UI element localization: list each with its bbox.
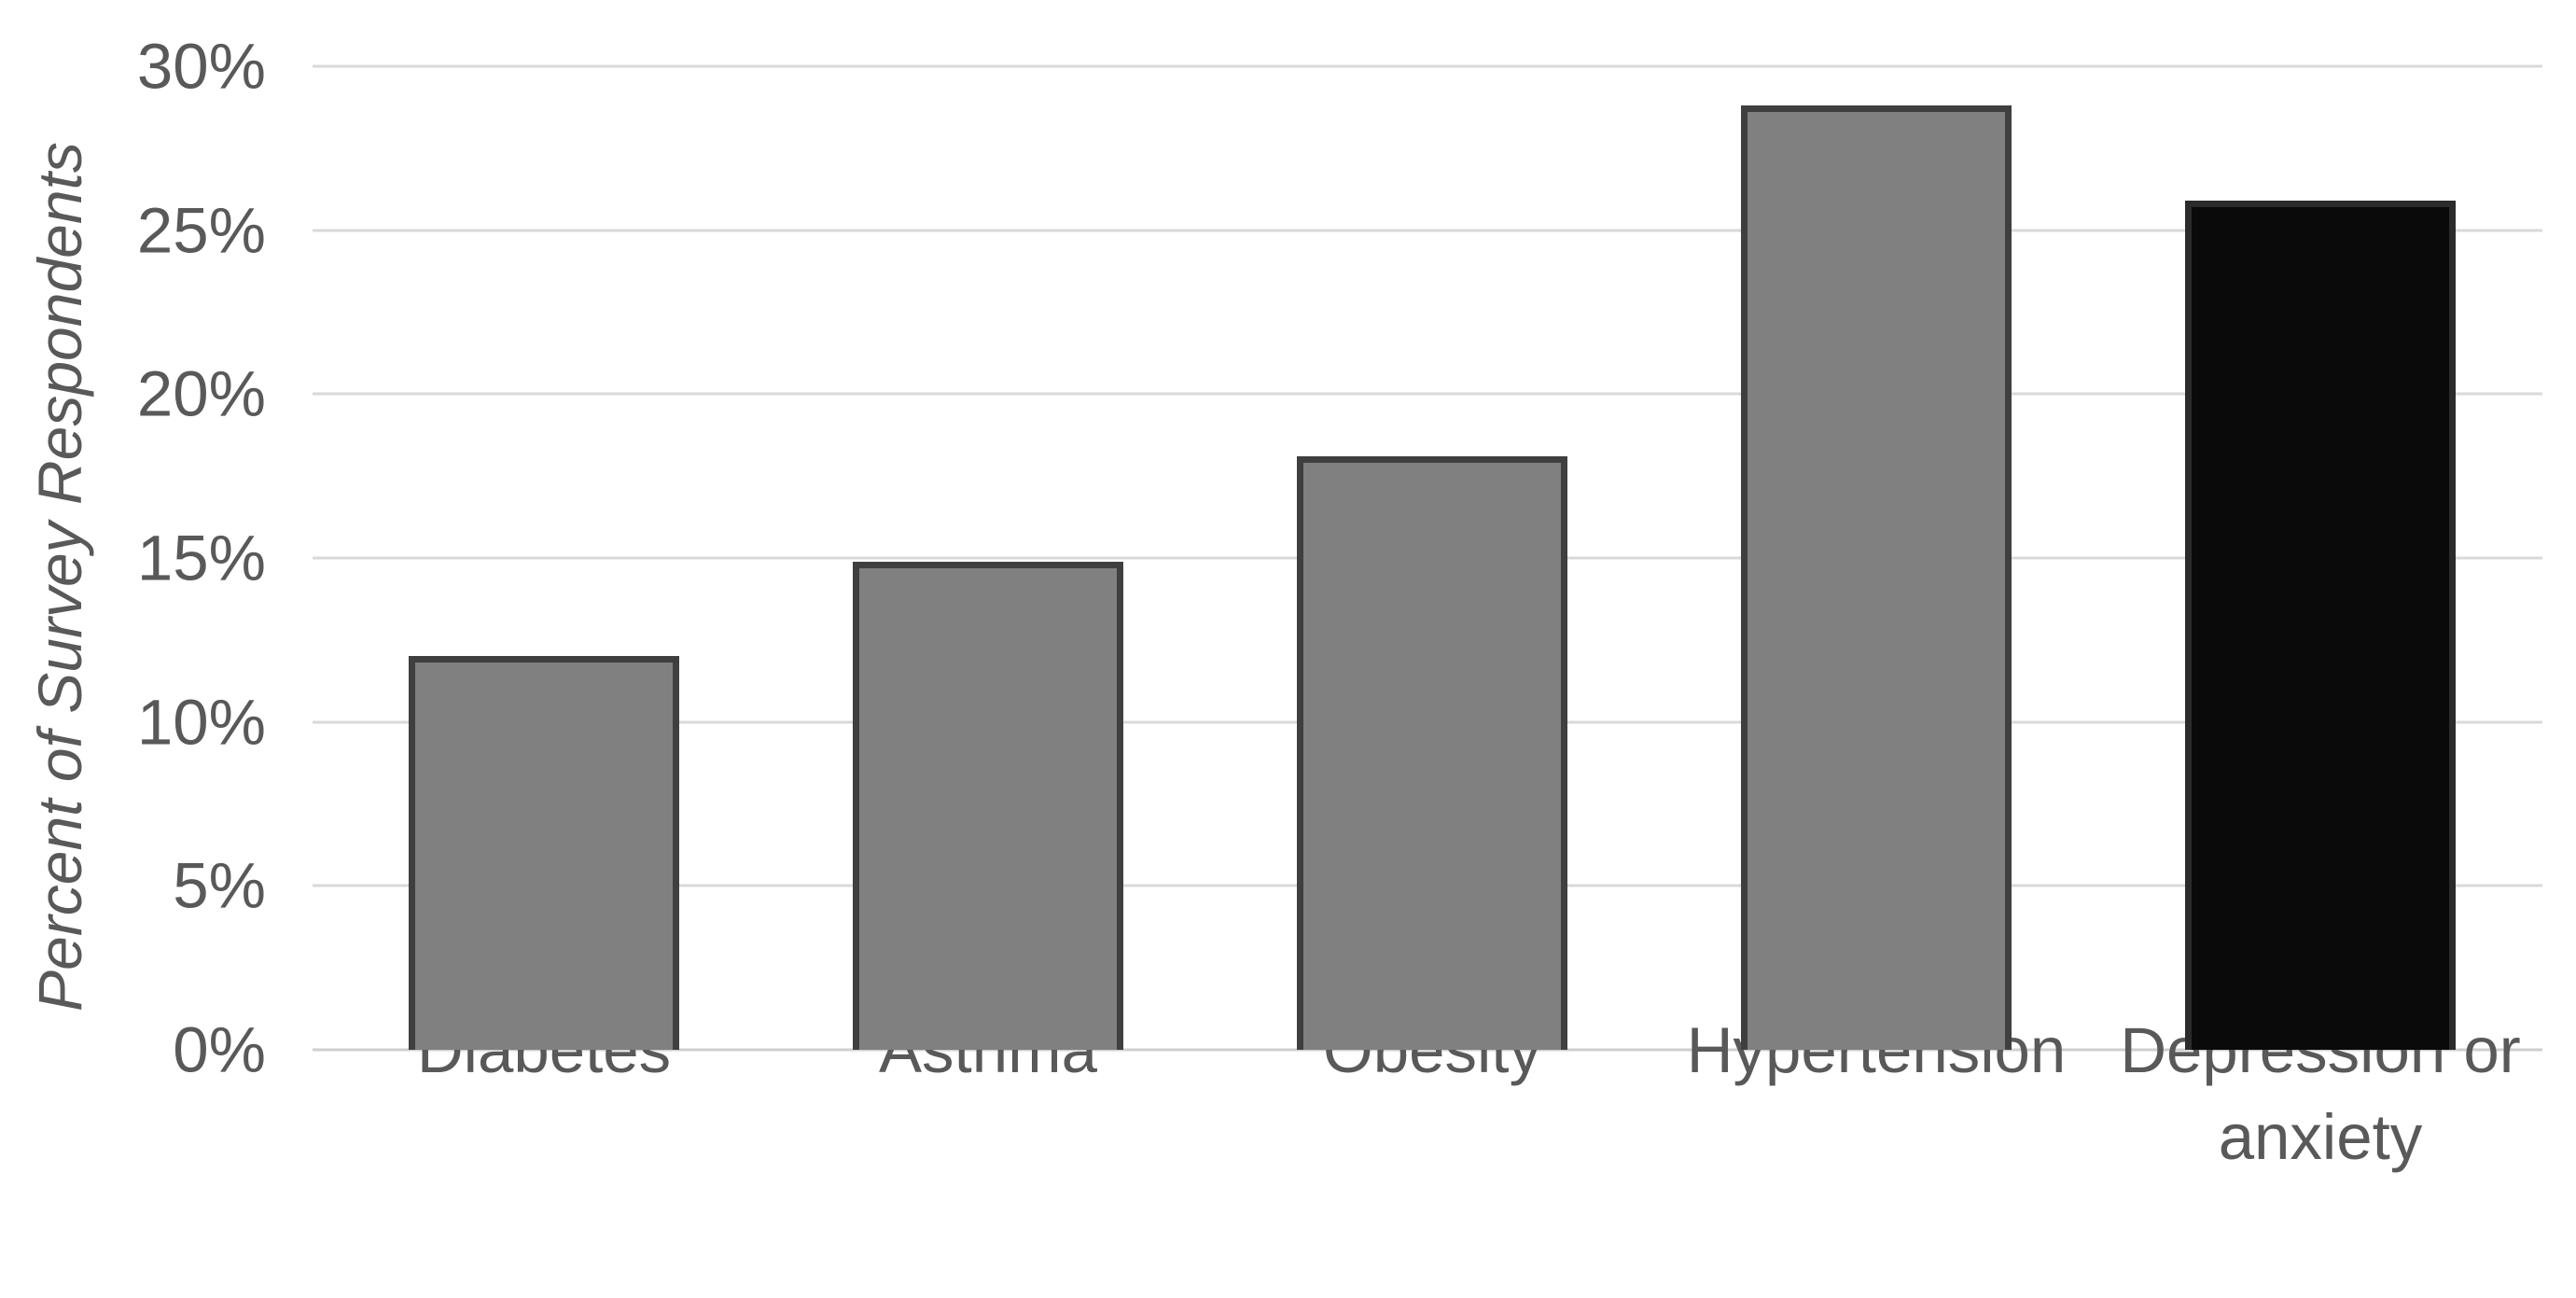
bar-depression-or-anxiety xyxy=(2185,201,2456,1050)
bar-diabetes xyxy=(409,656,679,1050)
y-tick-label-0: 0% xyxy=(173,1013,266,1086)
y-tick-label-20: 20% xyxy=(136,357,266,430)
y-tick-label-10: 10% xyxy=(136,686,266,759)
y-tick-label-5: 5% xyxy=(173,849,266,922)
gridline-0 xyxy=(313,1048,2542,1052)
bar-hypertension xyxy=(1741,105,2012,1050)
plot-area xyxy=(313,64,2542,1052)
bar-asthma xyxy=(853,561,1123,1050)
y-tick-label-15: 15% xyxy=(136,522,266,594)
gridline-25 xyxy=(313,229,2542,232)
bar-obesity xyxy=(1297,456,1567,1050)
gridline-20 xyxy=(313,392,2542,396)
y-tick-label-30: 30% xyxy=(136,30,266,103)
y-tick-label-25: 25% xyxy=(136,194,266,267)
gridline-30 xyxy=(313,64,2542,68)
